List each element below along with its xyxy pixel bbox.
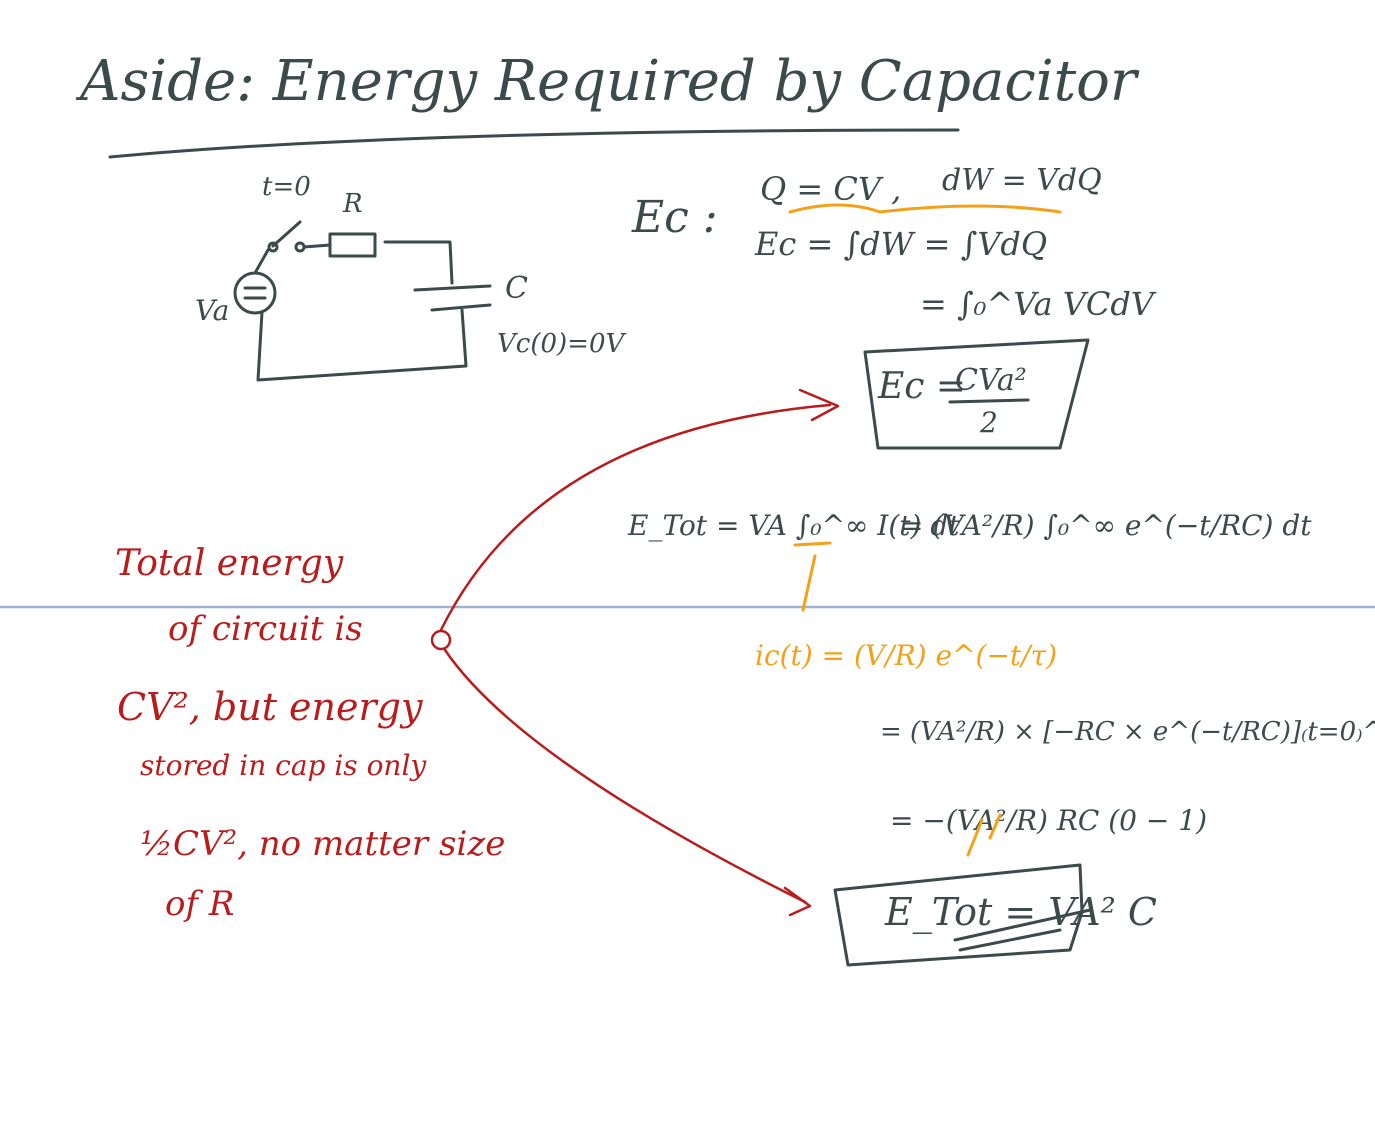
arrow-to-capacitor-energy [439, 403, 832, 632]
orange-cancel-mark [966, 813, 1002, 857]
wire-source-switch [253, 248, 270, 275]
arrowhead-bottom [783, 886, 812, 917]
red-arrows [430, 388, 840, 917]
energy-integral-substituted: = ∫₀^Va VCdV [920, 285, 1157, 323]
total-energy-integral: E_Tot = VA ∫₀^∞ I(t) dt [627, 509, 960, 542]
page-title: Aside: Energy Required by Capacitor [75, 49, 1140, 114]
boxed-ec-numerator: CVa² [955, 363, 1027, 398]
note-line-6: of R [165, 884, 234, 924]
capacitor-plate-top [413, 284, 492, 292]
red-note: Total energy of circuit is CV², but ener… [115, 543, 505, 924]
orange-current-pointer [793, 541, 832, 612]
initial-condition: Vc(0)=0V [497, 329, 626, 359]
current-expression: ic(t) = (V/R) e^(−t/τ) [755, 639, 1057, 672]
title-underline [108, 128, 960, 159]
total-energy-integral-rhs: = (VA²/R) ∫₀^∞ e^(−t/RC) dt [900, 509, 1312, 542]
switch-label: t=0 [262, 172, 311, 202]
arrowhead-top [798, 388, 840, 422]
total-energy-box [833, 863, 1084, 967]
capacitor-energy-derivation: Ec : Q = CV , dW = VdQ Ec = ∫dW = ∫VdQ =… [631, 163, 1157, 450]
total-energy-derivation: E_Tot = VA ∫₀^∞ I(t) dt = (VA²/R) ∫₀^∞ e… [627, 509, 1375, 967]
wire-switch-resistor [302, 243, 332, 249]
boxed-total-underline [953, 908, 1092, 952]
note-line-2: of circuit is [168, 609, 363, 649]
boxed-ec-lhs: Ec = [877, 366, 966, 407]
ec-label: Ec : [631, 192, 718, 243]
voltage-source-symbol [233, 271, 277, 315]
arrow-origin-circle [430, 629, 452, 651]
work-differential: dW = VdQ [942, 163, 1102, 198]
energy-integral: Ec = ∫dW = ∫VdQ [754, 225, 1047, 263]
resistor-symbol [328, 232, 377, 258]
circuit-diagram: t=0 R C Va Vc(0)=0V [195, 172, 626, 382]
total-energy-step2: = (VA²/R) × [−RC × e^(−t/RC)]₍t=0₎^∞ [880, 717, 1375, 747]
note-line-5: ½CV², no matter size [140, 824, 505, 864]
note-line-4: stored in cap is only [140, 749, 427, 782]
note-line-3: CV², but energy [117, 685, 423, 729]
resistor-label: R [342, 189, 363, 219]
source-label: Va [195, 294, 229, 327]
voltage-source-plus [243, 286, 267, 300]
boxed-ec-denominator: 2 [979, 406, 998, 439]
note-line-1: Total energy [115, 543, 344, 584]
capacitor-energy-box [863, 338, 1090, 450]
wire-cap-bottom [256, 308, 468, 382]
capacitor-plate-bottom [430, 303, 492, 312]
wire-resistor-cap [383, 240, 454, 285]
charge-equation: Q = CV , [760, 170, 901, 208]
capacitor-label: C [505, 271, 528, 306]
arrow-to-total-energy [443, 648, 807, 904]
total-energy-step3: = −(VA²/R) RC (0 − 1) [890, 804, 1207, 837]
boxed-total-energy: E_Tot = VA² C [884, 890, 1157, 935]
orange-link-underline [788, 203, 1062, 214]
switch-contact-left [267, 241, 279, 253]
switch-arm [271, 220, 302, 248]
boxed-ec-fraction-bar [948, 398, 1030, 404]
